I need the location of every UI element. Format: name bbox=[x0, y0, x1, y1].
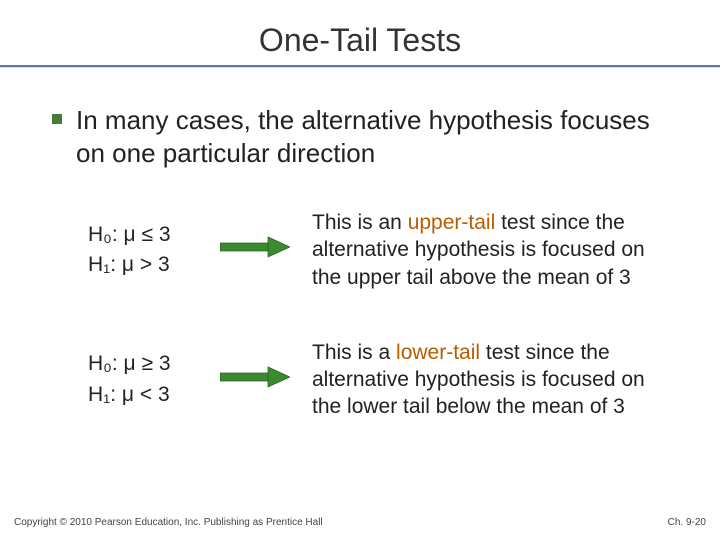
slide-title: One-Tail Tests bbox=[0, 22, 720, 59]
h1-lower: H₁: μ < 3 bbox=[88, 380, 198, 410]
example-lower-tail: H₀: μ ≥ 3 H₁: μ < 3 This is a lower-tail… bbox=[88, 339, 668, 421]
intro-text: In many cases, the alternative hypothesi… bbox=[76, 104, 668, 169]
hypotheses-lower: H₀: μ ≥ 3 H₁: μ < 3 bbox=[88, 349, 198, 410]
copyright-text: Copyright © 2010 Pearson Education, Inc.… bbox=[14, 517, 323, 528]
desc-lower-highlight: lower-tail bbox=[396, 341, 480, 364]
examples-list: H₀: μ ≤ 3 H₁: μ > 3 This is an upper-tai… bbox=[52, 209, 668, 421]
arrow-icon bbox=[220, 366, 290, 393]
example-upper-tail: H₀: μ ≤ 3 H₁: μ > 3 This is an upper-tai… bbox=[88, 209, 668, 291]
h1-upper: H₁: μ > 3 bbox=[88, 250, 198, 280]
desc-upper-highlight: upper-tail bbox=[408, 211, 496, 234]
content-area: In many cases, the alternative hypothesi… bbox=[0, 68, 720, 421]
desc-lower: This is a lower-tail test since the alte… bbox=[312, 339, 668, 421]
desc-upper-pre: This is an bbox=[312, 211, 408, 234]
desc-lower-pre: This is a bbox=[312, 341, 396, 364]
square-bullet-icon bbox=[52, 114, 62, 124]
arrow-icon bbox=[220, 236, 290, 263]
desc-upper: This is an upper-tail test since the alt… bbox=[312, 209, 668, 291]
h0-lower: H₀: μ ≥ 3 bbox=[88, 349, 198, 379]
hypotheses-upper: H₀: μ ≤ 3 H₁: μ > 3 bbox=[88, 220, 198, 281]
slide-footer: Copyright © 2010 Pearson Education, Inc.… bbox=[14, 517, 706, 528]
chapter-ref: Ch. 9-20 bbox=[668, 517, 706, 528]
h0-upper: H₀: μ ≤ 3 bbox=[88, 220, 198, 250]
intro-bullet-row: In many cases, the alternative hypothesi… bbox=[52, 104, 668, 169]
